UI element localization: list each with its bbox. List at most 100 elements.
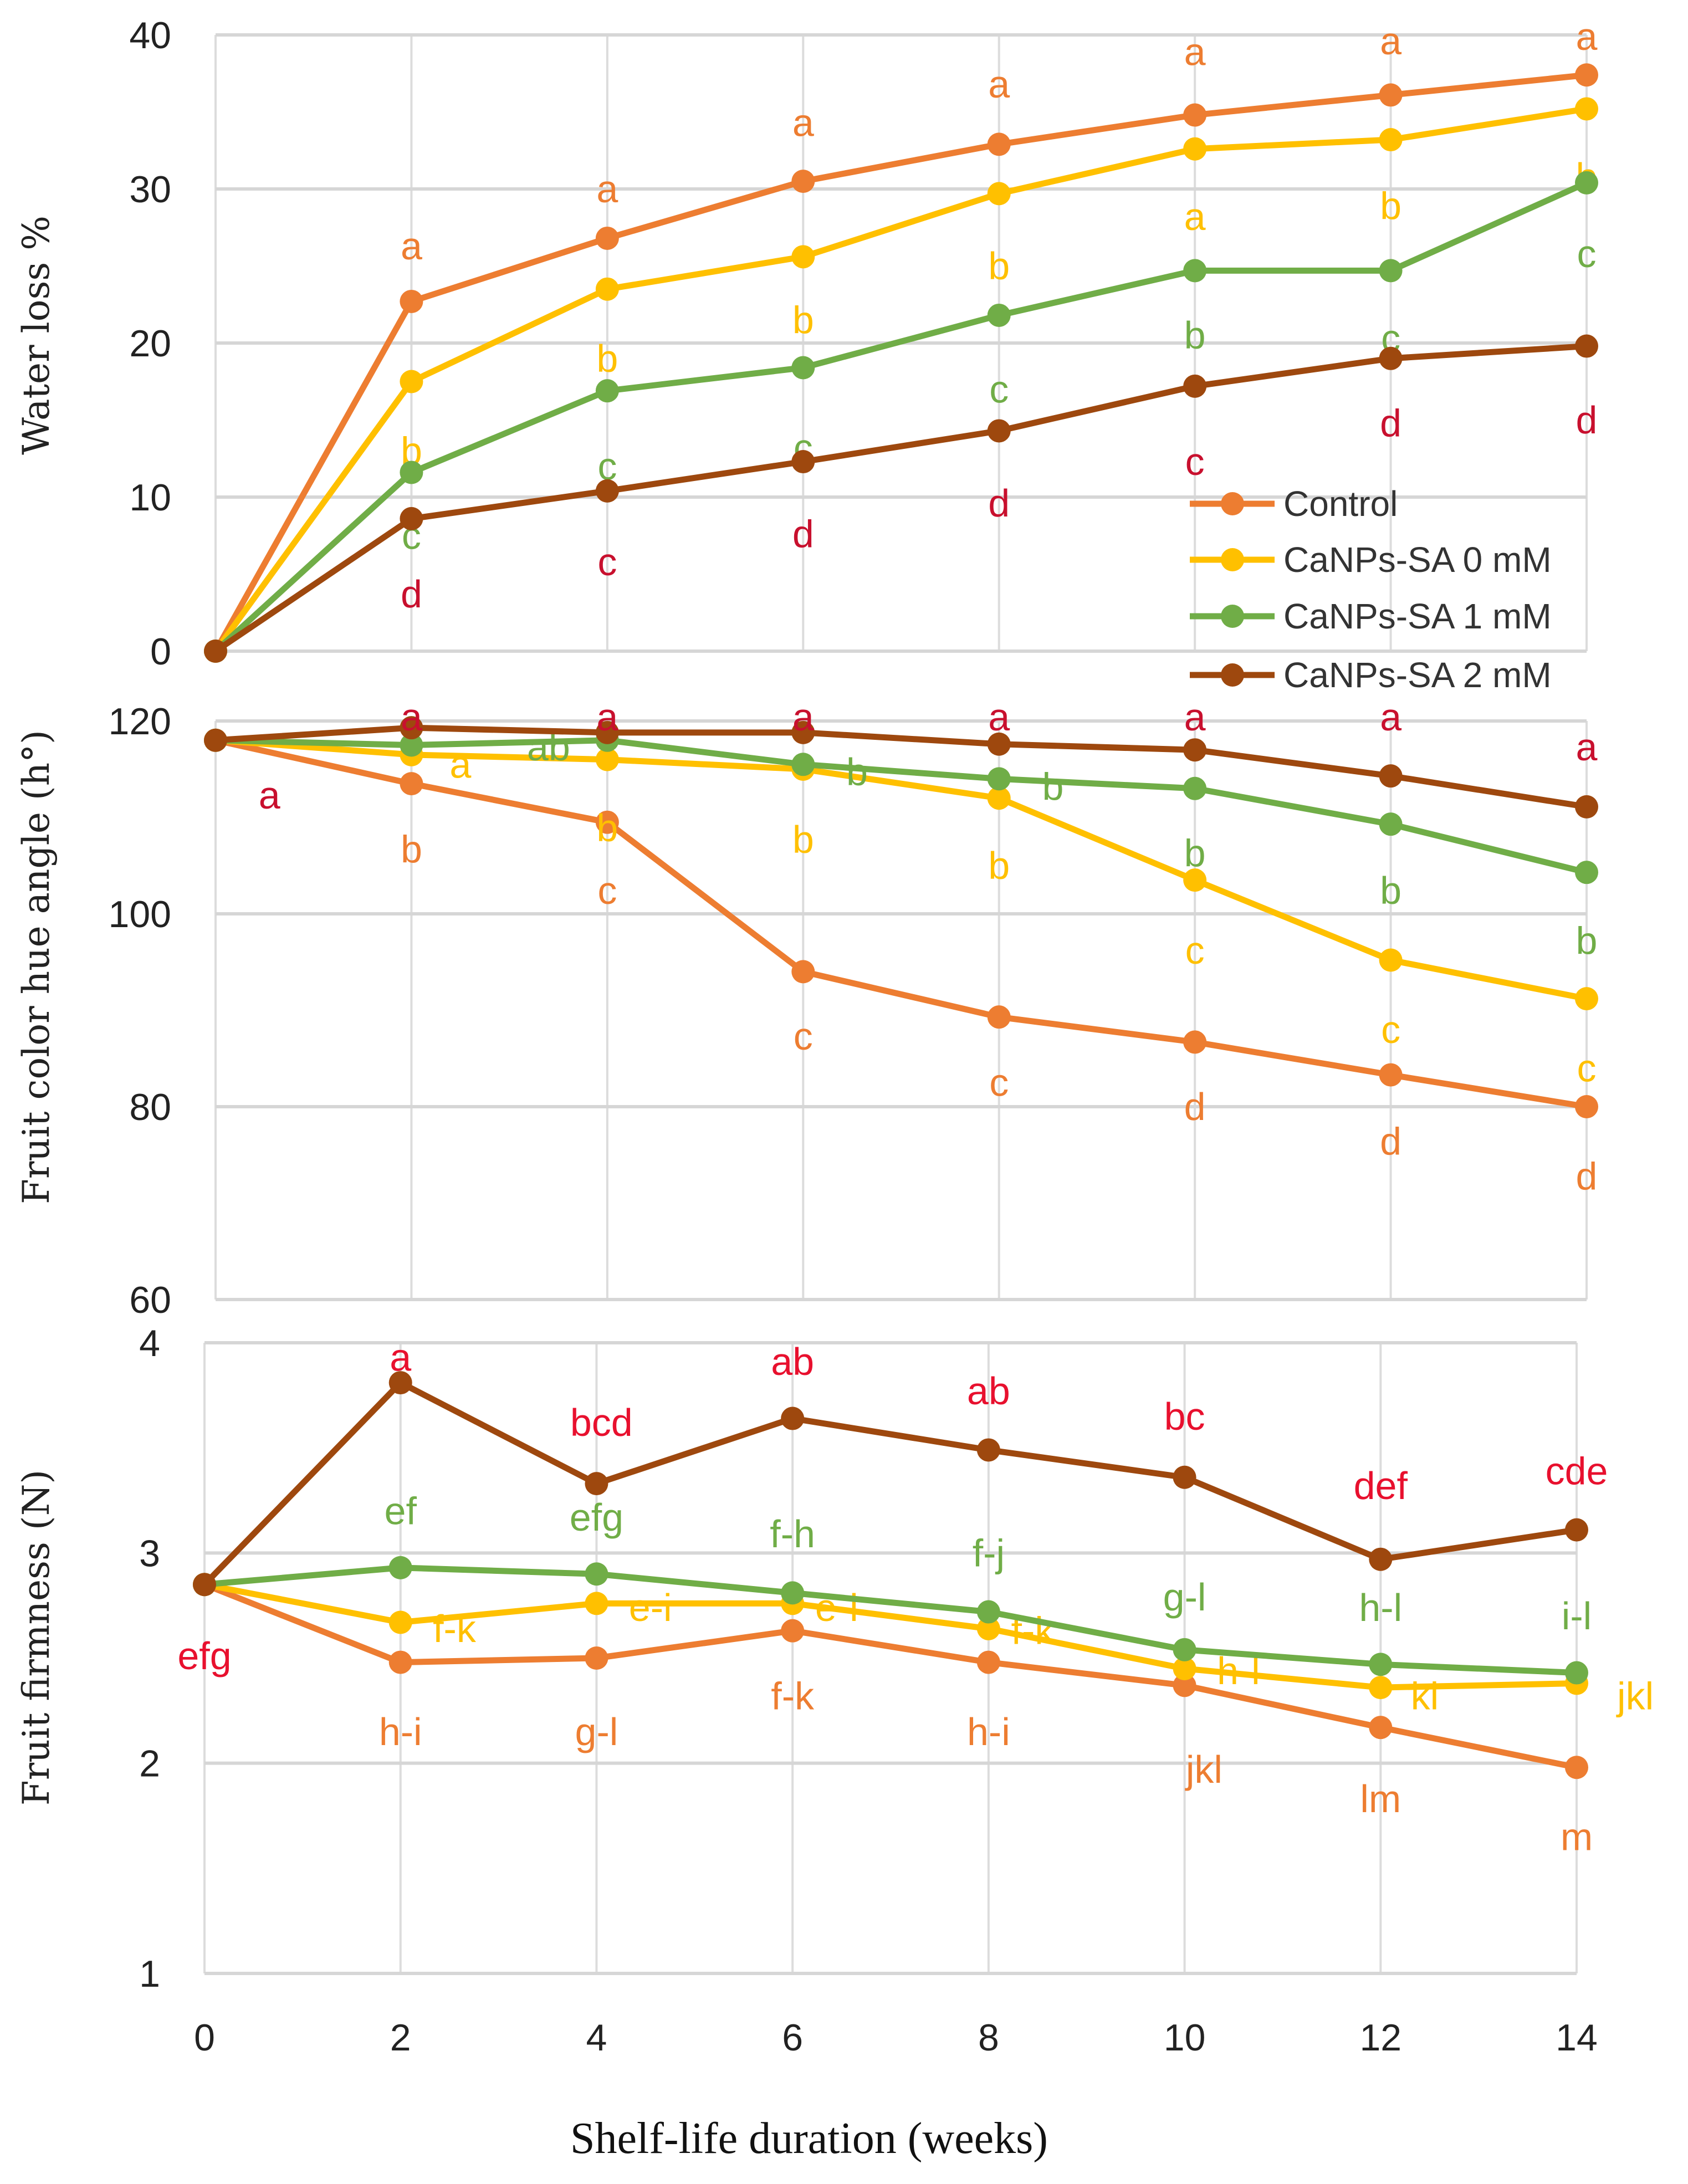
series-canps-sa-2-mm: d c d d c d d bbox=[204, 334, 1598, 663]
significance-letter: i-l bbox=[1562, 1594, 1592, 1638]
y-tick-label: 0 bbox=[150, 631, 171, 673]
significance-letter: a bbox=[390, 1336, 411, 1379]
data-point bbox=[1575, 795, 1598, 819]
data-point bbox=[595, 720, 619, 744]
data-point bbox=[987, 786, 1011, 810]
significance-letter: h-l bbox=[1359, 1586, 1402, 1629]
significance-letter: a bbox=[988, 63, 1010, 106]
data-point bbox=[1379, 1063, 1403, 1087]
significance-letter: bcd bbox=[570, 1401, 633, 1444]
significance-letter: c bbox=[1185, 440, 1205, 483]
legend-label: CaNPs-SA 2 mM bbox=[1283, 655, 1552, 695]
data-point bbox=[400, 507, 423, 530]
significance-letter: a bbox=[1380, 19, 1401, 63]
series-line bbox=[203, 1581, 1577, 1691]
data-point bbox=[585, 1472, 608, 1496]
significance-letter: efg bbox=[570, 1496, 623, 1539]
series-line bbox=[203, 1582, 1578, 1771]
data-point bbox=[1183, 374, 1207, 398]
data-point bbox=[193, 1573, 216, 1597]
legend-marker bbox=[1221, 605, 1244, 628]
data-point bbox=[595, 379, 619, 403]
data-point bbox=[1575, 97, 1598, 121]
data-point bbox=[781, 1581, 805, 1605]
legend-item: CaNPs-SA 2 mM bbox=[1190, 655, 1552, 695]
data-point bbox=[1173, 1656, 1196, 1680]
data-point bbox=[595, 277, 619, 301]
data-point bbox=[1379, 259, 1403, 283]
significance-letter: efg bbox=[177, 1634, 231, 1677]
data-point bbox=[388, 1610, 412, 1634]
data-point bbox=[1183, 103, 1207, 127]
data-point bbox=[1575, 171, 1598, 195]
data-point bbox=[388, 1556, 412, 1579]
significance-letter: c bbox=[1577, 232, 1597, 275]
series-line bbox=[213, 71, 1587, 653]
significance-letter: b bbox=[988, 244, 1010, 288]
data-point bbox=[585, 1562, 608, 1586]
data-point bbox=[1379, 764, 1403, 788]
data-point bbox=[1575, 1095, 1598, 1118]
data-point bbox=[400, 370, 423, 393]
series-canps-sa-0-mm: f-k e-i e-i f-k h-l kl jkl bbox=[193, 1573, 1654, 1717]
significance-letter: f-j bbox=[973, 1531, 1005, 1574]
y-tick-label: 30 bbox=[129, 168, 171, 211]
data-point bbox=[791, 245, 815, 269]
data-point bbox=[987, 1005, 1011, 1029]
significance-letter: a bbox=[401, 224, 422, 268]
significance-letter: c bbox=[1185, 929, 1205, 972]
data-point bbox=[1565, 1518, 1588, 1542]
y-tick-label: 2 bbox=[139, 1743, 160, 1785]
significance-letter: def bbox=[1354, 1464, 1408, 1507]
data-point bbox=[987, 132, 1011, 156]
significance-letter: e-i bbox=[815, 1586, 858, 1629]
legend-marker bbox=[1221, 492, 1244, 515]
data-point bbox=[791, 450, 815, 474]
legend-item: Control bbox=[1190, 484, 1398, 524]
data-point bbox=[388, 1650, 412, 1674]
data-point bbox=[1183, 1030, 1207, 1054]
significance-letter: ab bbox=[771, 1340, 814, 1383]
data-point bbox=[595, 810, 619, 834]
data-point bbox=[1183, 259, 1207, 283]
data-point bbox=[1369, 1716, 1393, 1740]
significance-letter: b bbox=[1380, 869, 1401, 912]
y-tick-label: 60 bbox=[129, 1279, 171, 1321]
significance-letter: bc bbox=[1164, 1395, 1205, 1438]
significance-letter: d bbox=[1184, 1085, 1206, 1128]
data-point bbox=[976, 1617, 1000, 1640]
data-point bbox=[595, 479, 619, 503]
significance-letter: ef bbox=[385, 1489, 417, 1532]
significance-letter: c bbox=[989, 1061, 1009, 1104]
significance-letter: a bbox=[1184, 195, 1206, 238]
data-point bbox=[1379, 812, 1403, 836]
data-point bbox=[400, 772, 423, 796]
y-tick-label: 10 bbox=[129, 477, 171, 519]
significance-letter: b bbox=[846, 750, 868, 794]
significance-letter: d bbox=[1380, 1120, 1401, 1163]
data-point bbox=[791, 753, 815, 776]
significance-letter: b bbox=[1184, 831, 1206, 874]
significance-letter: m bbox=[1561, 1815, 1593, 1858]
x-tick-label: 0 bbox=[194, 2017, 215, 2059]
significance-letter: lm bbox=[1360, 1777, 1401, 1820]
x-tick-label: 10 bbox=[1164, 2017, 1206, 2059]
significance-letter: b bbox=[401, 827, 422, 871]
series-canps-sa-2-mm: aa a a a a aa bbox=[204, 695, 1598, 819]
data-point bbox=[1173, 1638, 1196, 1661]
significance-letter: d bbox=[1576, 398, 1598, 442]
significance-letter: b bbox=[1042, 765, 1063, 808]
data-point bbox=[1173, 1674, 1196, 1697]
significance-letter: f-h bbox=[770, 1512, 815, 1556]
legend-marker bbox=[1221, 663, 1244, 687]
significance-letter: d bbox=[1380, 402, 1401, 445]
series-control: a a a a a a a bbox=[204, 15, 1598, 663]
significance-letter: jkl bbox=[1185, 1748, 1222, 1791]
data-point bbox=[987, 419, 1011, 443]
series-line bbox=[213, 106, 1587, 653]
series-line bbox=[202, 1379, 1577, 1587]
